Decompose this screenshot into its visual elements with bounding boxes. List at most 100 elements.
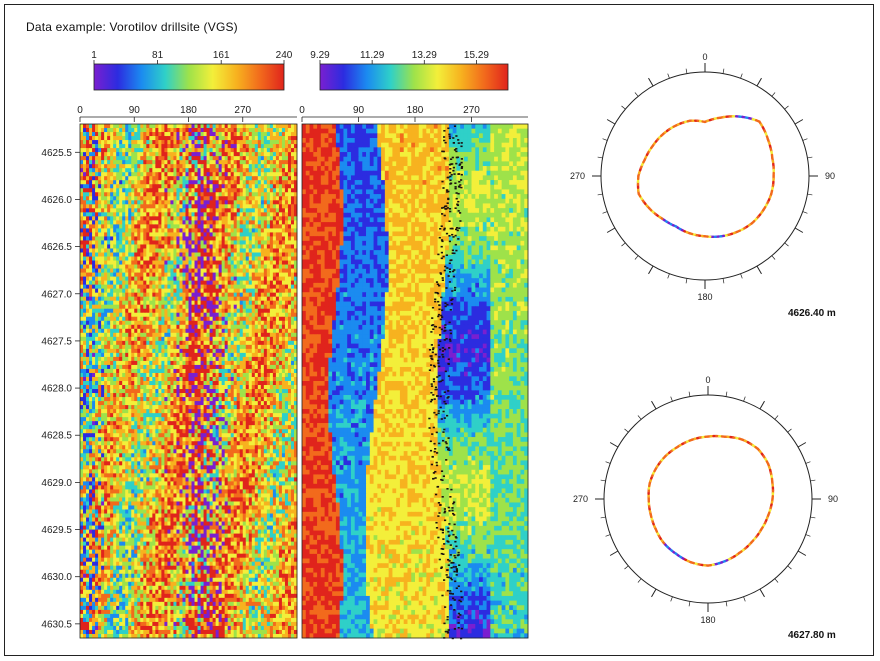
heatmap-cell — [287, 364, 292, 370]
heatmap-cell — [290, 280, 295, 286]
heatmap-cell — [230, 344, 235, 350]
heatmap-cell — [128, 208, 132, 213]
heatmap-cell — [83, 393, 87, 398]
heatmap-cell — [278, 244, 283, 249]
heatmap-cell — [254, 260, 259, 265]
heatmap-cell — [227, 180, 232, 185]
heatmap-cell — [185, 328, 189, 334]
heatmap-cell — [290, 376, 295, 382]
heatmap-cell — [107, 381, 111, 386]
heatmap-cell — [179, 252, 183, 257]
heatmap-cell — [101, 180, 105, 185]
heatmap-cell — [227, 188, 232, 193]
heatmap-cell — [179, 336, 183, 342]
heatmap-cell — [149, 316, 153, 322]
heatmap-cell — [170, 212, 174, 217]
heatmap-cell — [152, 216, 156, 221]
heatmap-cell — [125, 264, 129, 269]
heatmap-cell — [89, 232, 93, 237]
heatmap-cell — [161, 192, 165, 197]
heatmap-cell — [179, 385, 183, 390]
heatmap-cell — [236, 393, 241, 398]
heatmap-cell — [242, 248, 247, 253]
heatmap-cell — [266, 312, 271, 318]
heatmap-cell — [158, 228, 162, 233]
heatmap-cell — [251, 328, 256, 334]
heatmap-cell — [203, 393, 207, 398]
heatmap-cell — [161, 332, 165, 338]
heatmap-cell — [272, 204, 277, 209]
heatmap-cell — [206, 268, 210, 273]
heatmap-cell — [89, 140, 93, 145]
heatmap-cell — [263, 364, 268, 370]
heatmap-cell — [272, 288, 277, 294]
heatmap-cell — [95, 232, 99, 237]
heatmap-cell — [158, 216, 162, 221]
heatmap-cell — [230, 393, 235, 398]
heatmap-cell — [188, 164, 192, 169]
heatmap-cell — [131, 248, 135, 253]
heatmap-cell — [275, 288, 280, 294]
heatmap-cell — [209, 268, 214, 273]
heatmap-cell — [191, 385, 195, 390]
heatmap-cell — [215, 320, 220, 326]
heatmap-cell — [257, 160, 262, 165]
heatmap-cell — [218, 224, 223, 229]
heatmap-cell — [80, 300, 84, 306]
heatmap-cell — [284, 256, 289, 261]
heatmap-cell — [122, 344, 126, 350]
heatmap-cell — [185, 332, 189, 338]
heatmap-cell — [218, 304, 223, 310]
heatmap-cell — [185, 352, 189, 358]
heatmap-cell — [113, 148, 117, 153]
heatmap-cell — [131, 364, 135, 370]
heatmap-cell — [230, 196, 235, 201]
heatmap-cell — [146, 340, 150, 346]
heatmap-cell — [230, 256, 235, 261]
heatmap-cell — [248, 268, 253, 273]
heatmap-cell — [86, 208, 90, 213]
heatmap-cell — [170, 300, 174, 306]
heatmap-cell — [233, 232, 238, 237]
heatmap-cell — [239, 216, 244, 221]
heatmap-cell — [113, 296, 117, 302]
heatmap-cell — [212, 216, 217, 221]
heatmap-cell — [101, 292, 105, 298]
heatmap-cell — [161, 236, 165, 241]
heatmap-cell — [110, 216, 114, 221]
heatmap-cell — [287, 276, 292, 282]
heatmap-cell — [173, 397, 177, 402]
heatmap-cell — [89, 336, 93, 342]
heatmap-cell — [266, 228, 271, 233]
heatmap-cell — [224, 300, 229, 306]
heatmap-cell — [230, 188, 235, 193]
heatmap-cell — [137, 264, 141, 269]
heatmap-cell — [251, 144, 256, 149]
heatmap-cell — [239, 136, 244, 141]
heatmap-cell — [176, 260, 180, 265]
heatmap-cell — [185, 260, 189, 265]
heatmap-cell — [131, 304, 135, 310]
heatmap-cell — [191, 324, 195, 330]
heatmap-cell — [107, 336, 111, 342]
heatmap-cell — [281, 280, 286, 286]
heatmap-cell — [116, 156, 120, 161]
heatmap-cell — [206, 344, 210, 350]
heatmap-cell — [245, 260, 250, 265]
heatmap-cell — [263, 188, 268, 193]
heatmap-cell — [263, 156, 268, 161]
heatmap-cell — [146, 248, 150, 253]
heatmap-cell — [224, 188, 229, 193]
heatmap-cell — [173, 220, 177, 225]
heatmap-cell — [134, 136, 138, 141]
heatmap-cell — [239, 224, 244, 229]
heatmap-cell — [107, 252, 111, 257]
heatmap-cell — [110, 172, 114, 177]
heatmap-cell — [110, 381, 114, 386]
heatmap-cell — [233, 397, 238, 402]
heatmap-cell — [143, 256, 147, 261]
heatmap-cell — [131, 316, 135, 322]
heatmap-cell — [83, 264, 87, 269]
heatmap-cell — [215, 276, 220, 282]
heatmap-cell — [293, 385, 298, 390]
